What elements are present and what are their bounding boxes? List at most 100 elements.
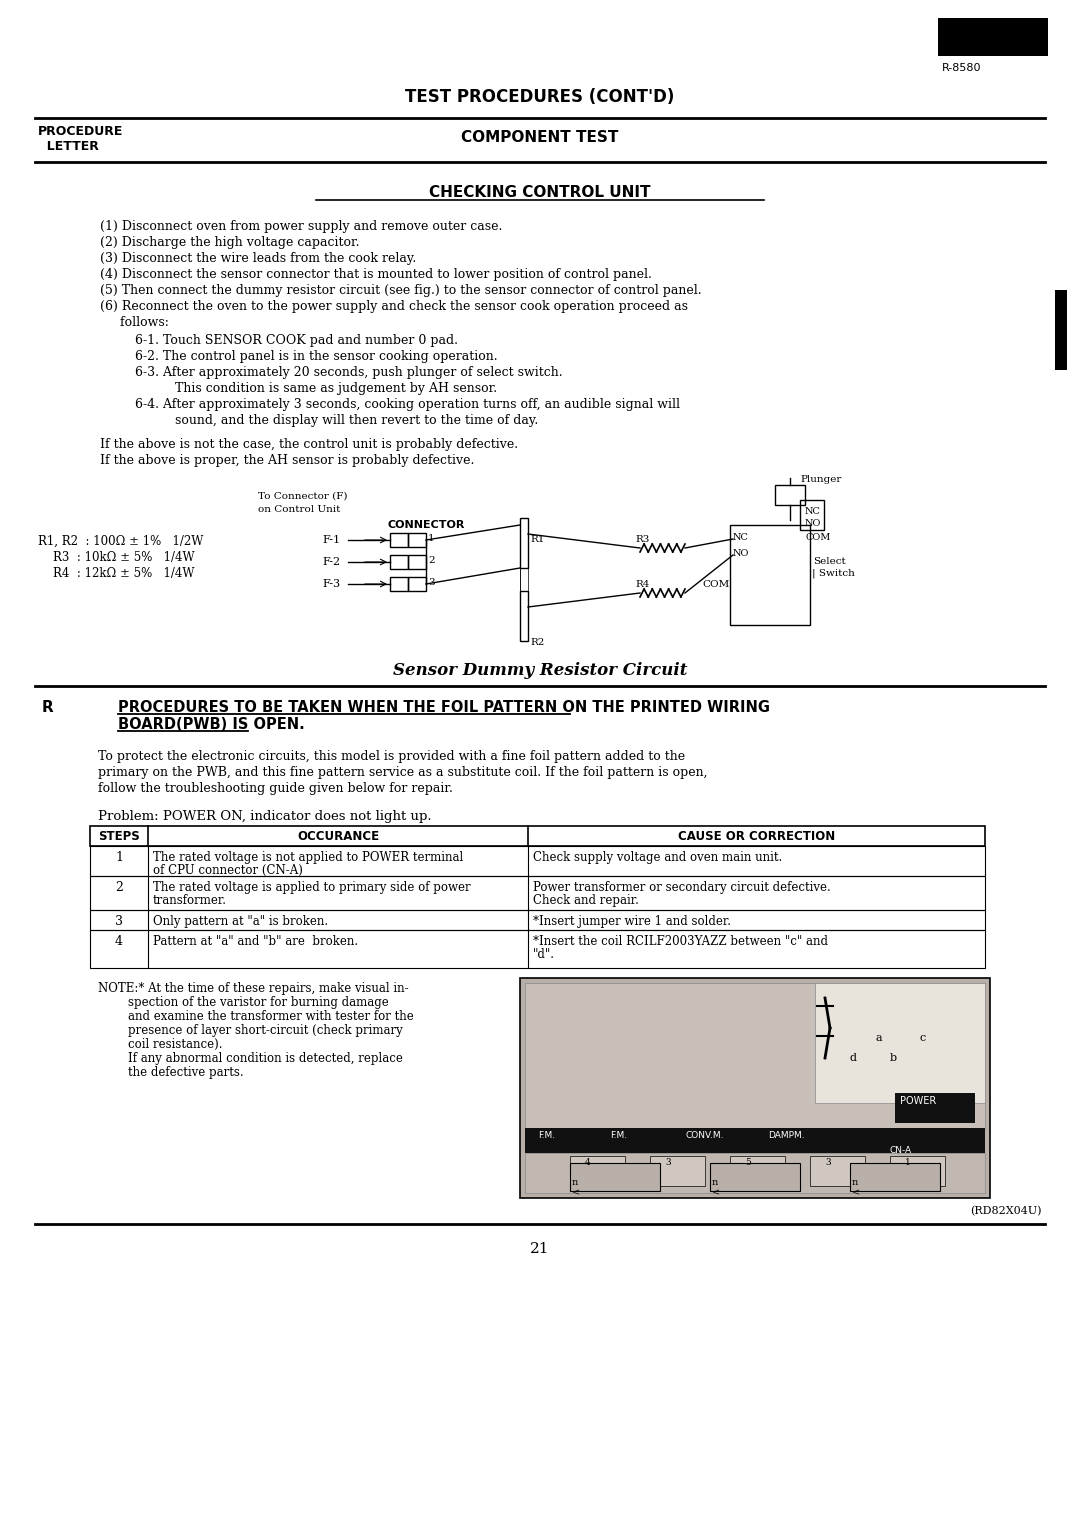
Text: R1: R1 <box>530 534 544 543</box>
Text: Sensor Dummy Resistor Circuit: Sensor Dummy Resistor Circuit <box>393 662 687 679</box>
Text: | Switch: | Switch <box>812 569 855 578</box>
Text: COM: COM <box>805 533 831 542</box>
Text: R3: R3 <box>635 534 649 543</box>
Bar <box>815 984 985 1104</box>
Bar <box>519 591 528 641</box>
Text: 3: 3 <box>825 1158 831 1167</box>
Text: 1: 1 <box>428 534 434 543</box>
Text: 21: 21 <box>530 1242 550 1255</box>
Bar <box>895 1093 975 1123</box>
Text: CN-A: CN-A <box>890 1146 913 1155</box>
Bar <box>570 1157 625 1186</box>
Text: If the above is proper, the AH sensor is probably defective.: If the above is proper, the AH sensor is… <box>100 454 474 468</box>
Text: Select: Select <box>813 557 846 566</box>
Text: follows:: follows: <box>100 316 168 329</box>
Text: (3) Disconnect the wire leads from the cook relay.: (3) Disconnect the wire leads from the c… <box>100 252 416 266</box>
Text: b: b <box>890 1053 897 1063</box>
Text: R: R <box>42 700 54 715</box>
Text: <: < <box>712 1189 720 1198</box>
Text: 3: 3 <box>428 578 434 587</box>
Text: DAMPM.: DAMPM. <box>768 1131 805 1140</box>
Bar <box>90 909 985 931</box>
Text: (RD82X04U): (RD82X04U) <box>971 1205 1042 1216</box>
Text: (2) Discharge the high voltage capacitor.: (2) Discharge the high voltage capacitor… <box>100 235 360 249</box>
Bar <box>90 876 985 909</box>
Text: PROCEDURES TO BE TAKEN WHEN THE FOIL PATTERN ON THE PRINTED WIRING: PROCEDURES TO BE TAKEN WHEN THE FOIL PAT… <box>118 700 770 715</box>
Text: POWER: POWER <box>900 1096 936 1107</box>
Text: <: < <box>572 1189 580 1198</box>
Bar <box>939 18 1048 56</box>
Text: Pattern at "a" and "b" are  broken.: Pattern at "a" and "b" are broken. <box>153 935 359 949</box>
Bar <box>390 533 408 546</box>
Text: NC: NC <box>805 507 821 516</box>
Text: The rated voltage is applied to primary side of power: The rated voltage is applied to primary … <box>153 880 471 894</box>
Bar <box>390 577 408 591</box>
Bar <box>890 1157 945 1186</box>
Text: 6-1. Touch SENSOR COOK pad and number 0 pad.: 6-1. Touch SENSOR COOK pad and number 0 … <box>135 334 458 348</box>
Text: CAUSE OR CORRECTION: CAUSE OR CORRECTION <box>678 830 835 842</box>
Bar <box>710 1163 800 1192</box>
Text: coil resistance).: coil resistance). <box>98 1038 222 1050</box>
Text: 6-2. The control panel is in the sensor cooking operation.: 6-2. The control panel is in the sensor … <box>135 351 498 363</box>
Text: on Control Unit: on Control Unit <box>258 505 340 515</box>
Text: spection of the varistor for burning damage: spection of the varistor for burning dam… <box>98 996 389 1009</box>
Text: and examine the transformer with tester for the: and examine the transformer with tester … <box>98 1009 414 1023</box>
Text: Plunger: Plunger <box>800 475 841 484</box>
Text: 3: 3 <box>114 915 123 927</box>
Bar <box>1055 290 1067 370</box>
Text: NC: NC <box>733 533 748 542</box>
Text: F-1: F-1 <box>322 534 340 545</box>
Bar <box>408 533 426 546</box>
Text: If the above is not the case, the control unit is probably defective.: If the above is not the case, the contro… <box>100 439 518 451</box>
Bar <box>390 556 408 569</box>
Text: 1: 1 <box>905 1158 910 1167</box>
Text: TEST PROCEDURES (CONT'D): TEST PROCEDURES (CONT'D) <box>405 88 675 106</box>
Bar <box>775 484 805 505</box>
Text: Only pattern at "a" is broken.: Only pattern at "a" is broken. <box>153 915 328 927</box>
Bar <box>408 556 426 569</box>
Bar <box>90 846 985 876</box>
Text: The rated voltage is not applied to POWER terminal: The rated voltage is not applied to POWE… <box>153 852 463 864</box>
Bar <box>730 1157 785 1186</box>
Text: 2: 2 <box>428 556 434 565</box>
Text: R-8580: R-8580 <box>942 64 982 73</box>
Text: primary on the PWB, and this fine pattern service as a substitute coil. If the f: primary on the PWB, and this fine patter… <box>98 767 707 779</box>
Bar <box>850 1163 940 1192</box>
Text: OCCURANCE: OCCURANCE <box>297 830 379 842</box>
Text: presence of layer short-circuit (check primary: presence of layer short-circuit (check p… <box>98 1025 403 1037</box>
Text: *Insert jumper wire 1 and solder.: *Insert jumper wire 1 and solder. <box>534 915 731 927</box>
Text: 3: 3 <box>665 1158 671 1167</box>
Text: 1: 1 <box>114 852 123 864</box>
Text: of CPU connector (CN-A): of CPU connector (CN-A) <box>153 864 302 877</box>
Text: sound, and the display will then revert to the time of day.: sound, and the display will then revert … <box>135 414 538 427</box>
Text: CHECKING CONTROL UNIT: CHECKING CONTROL UNIT <box>429 185 651 200</box>
Text: R1, R2  : 100Ω ± 1%   1/2W: R1, R2 : 100Ω ± 1% 1/2W <box>38 534 203 548</box>
Text: (4) Disconnect the sensor connector that is mounted to lower position of control: (4) Disconnect the sensor connector that… <box>100 269 652 281</box>
Bar <box>90 931 985 968</box>
Bar <box>730 525 810 625</box>
Text: the defective parts.: the defective parts. <box>98 1066 244 1079</box>
Text: a: a <box>875 1034 881 1043</box>
Text: (5) Then connect the dummy resistor circuit (see fig.) to the sensor connector o: (5) Then connect the dummy resistor circ… <box>100 284 702 298</box>
Text: *Insert the coil RCILF2003YAZZ between "c" and: *Insert the coil RCILF2003YAZZ between "… <box>534 935 828 949</box>
Text: "d".: "d". <box>534 949 555 961</box>
Text: n: n <box>852 1178 859 1187</box>
Text: follow the troubleshooting guide given below for repair.: follow the troubleshooting guide given b… <box>98 782 453 795</box>
Text: R4: R4 <box>635 580 649 589</box>
Text: Problem: POWER ON, indicator does not light up.: Problem: POWER ON, indicator does not li… <box>98 811 432 823</box>
Bar <box>525 984 985 1128</box>
Text: 5: 5 <box>745 1158 751 1167</box>
Text: n: n <box>572 1178 578 1187</box>
Text: To Connector (F): To Connector (F) <box>258 492 348 501</box>
Text: NO: NO <box>733 550 750 559</box>
Text: d: d <box>850 1053 858 1063</box>
Text: Power transformer or secondary circuit defective.: Power transformer or secondary circuit d… <box>534 880 831 894</box>
Bar <box>570 1163 660 1192</box>
Text: n: n <box>712 1178 718 1187</box>
Text: c: c <box>920 1034 927 1043</box>
Bar <box>650 1157 705 1186</box>
Text: R2: R2 <box>530 638 544 647</box>
Text: Check and repair.: Check and repair. <box>534 894 639 906</box>
Bar <box>525 1154 985 1193</box>
Text: F-2: F-2 <box>322 557 340 568</box>
